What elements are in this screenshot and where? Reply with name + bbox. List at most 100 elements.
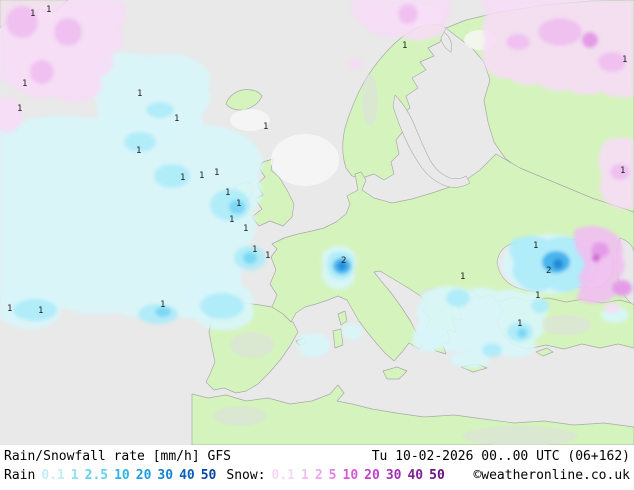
relief-libya [462, 426, 578, 445]
relief-spain [230, 332, 274, 358]
rain-crete-south [450, 352, 490, 368]
rain-atlantic-main [0, 115, 263, 318]
land-cyprus [535, 347, 554, 357]
snow-topright-deep [582, 32, 598, 48]
legend-step: 2.5 [84, 468, 109, 483]
snow-topleft-med-3 [30, 60, 54, 84]
rain-med-7 [13, 299, 57, 321]
snow-topright-med-2 [598, 52, 626, 72]
precip-value-marker: 1 [214, 168, 219, 178]
land-sicily [382, 366, 408, 380]
precip-value-marker: 1 [22, 79, 27, 89]
precip-value-marker: 1 [136, 146, 141, 156]
precip-value-marker: 1 [243, 224, 248, 234]
terrain-shading-layer [214, 74, 591, 445]
snow-topleft-med-2 [54, 18, 82, 46]
rain-scale-label: Rain [4, 468, 36, 483]
rain-med-3 [124, 132, 156, 152]
precip-value-marker: 1 [533, 241, 538, 251]
land-sardinia [332, 328, 344, 349]
legend-scale-row: Rain 0.1 1 2.5 10 20 30 40 50 Snow: 0.1 1 2 5 10 20 3… [4, 467, 630, 485]
snow-topright [480, 0, 634, 98]
precip-value-marker: 1 [263, 122, 268, 132]
rain-deep-aegean [517, 328, 527, 338]
rain-deep-2 [243, 252, 257, 264]
rain-dark-black-sea [553, 259, 563, 269]
legend-step: 30 [385, 468, 402, 483]
legend-step: 2 [314, 468, 323, 483]
snow-topright-med-1 [538, 18, 582, 46]
precip-value-marker: 1 [174, 114, 179, 124]
legend-step: 0.1 [41, 468, 65, 483]
precip-value-marker: 1 [7, 304, 12, 314]
rain-med-8 [146, 102, 174, 118]
rain-med-1 [154, 164, 190, 188]
precip-value-marker: 1 [229, 215, 234, 225]
copyright: ©weatheronline.co.uk [473, 468, 630, 483]
legend-step: 0.1 [271, 468, 296, 483]
precip-value-marker: 2 [341, 256, 346, 266]
legend-step: 10 [114, 468, 130, 483]
legend-step: 1 [301, 468, 309, 483]
rain-sardinia-sea [297, 333, 330, 357]
legend-bar: Rain/Snowfall rate [mm/h] GFS Tu 10-02-2… [0, 445, 634, 490]
snow-scale-values: 0.1 1 2 5 10 20 30 40 50 [272, 467, 451, 485]
snow-layer [0, 0, 634, 313]
rain-ionian [412, 328, 444, 352]
rain-med-aegean-4 [531, 299, 549, 313]
legend-step: 40 [407, 468, 424, 483]
rain-deep-1 [229, 200, 245, 214]
legend-step: 5 [328, 468, 337, 483]
snow-right-mid-med [610, 164, 630, 180]
precip-value-marker: 1 [265, 251, 270, 261]
precip-value-marker: 1 [460, 272, 465, 282]
snow-topright-med-3 [506, 34, 530, 50]
baltic-sea [392, 94, 471, 188]
precip-value-marker: 1 [402, 41, 407, 51]
valid-time: Tu 10-02-2026 00..00 UTC (06+162) [371, 449, 630, 464]
precip-value-marker: 1 [38, 306, 43, 316]
cloud-iceland-south [230, 109, 270, 131]
rain-deep-3 [155, 307, 171, 317]
legend-step: 20 [135, 468, 152, 483]
legend-step: 50 [429, 468, 445, 483]
rain-layer [0, 52, 629, 368]
white-sea [440, 31, 452, 53]
snow-scale-label: Snow: [226, 468, 266, 483]
snow-norway-bit [348, 59, 364, 69]
legend-step: 1 [70, 468, 79, 483]
precip-value-marker: 1 [622, 55, 627, 65]
precip-value-marker: 1 [17, 104, 22, 114]
rain-north-atlantic [93, 52, 211, 136]
precip-value-marker: 1 [46, 5, 51, 15]
precip-value-marker: 1 [620, 166, 625, 176]
precip-value-marker: 1 [236, 199, 241, 209]
snow-left-edge [0, 97, 22, 133]
snow-caucasus-core [592, 254, 600, 262]
land-iceland [225, 89, 263, 111]
rain-scale-values: 0.1 1 2.5 10 20 30 40 50 [41, 467, 222, 485]
precip-value-marker: 2 [546, 266, 551, 276]
rain-med-5 [200, 293, 244, 319]
relief-atlas [214, 406, 266, 426]
legend-step: 10 [342, 468, 359, 483]
precip-value-marker: 1 [137, 89, 142, 99]
precip-value-marker: 1 [252, 245, 257, 255]
legend-step: 30 [157, 468, 174, 483]
snow-caucasus-deep-2 [612, 280, 632, 296]
snow-svalbard-med [398, 4, 418, 24]
land-corsica [337, 310, 348, 326]
legend-step: 50 [200, 468, 217, 483]
precip-value-marker: 1 [180, 173, 185, 183]
snow-caucasus-deep-1 [591, 242, 609, 258]
snow-caucasus-band [574, 226, 625, 304]
precip-value-marker: 1 [535, 291, 540, 301]
snow-topleft-med-1 [6, 6, 38, 38]
legend-step: 40 [179, 468, 195, 483]
rain-med-aegean-1 [446, 289, 470, 307]
precip-value-marker: 1 [160, 300, 165, 310]
precip-value-marker: 1 [199, 171, 204, 181]
rain-dark-alps [338, 262, 346, 270]
